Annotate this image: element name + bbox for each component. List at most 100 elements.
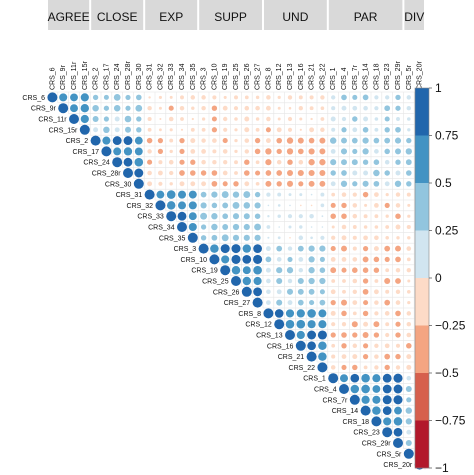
color-legend: 1 0.75 0.5 0.25 0 −0.25 −0.5 −0.75 −1 — [414, 81, 466, 475]
corr-circle-CRS_28r-CRS_1 — [330, 170, 336, 176]
corr-circle-CRS_14-CRS_14 — [360, 405, 371, 416]
corr-circle-CRS_10-CRS_14 — [362, 256, 369, 263]
corr-circle-CRS_17-CRS_19 — [222, 149, 228, 154]
row-label-CRS_14: CRS_14 — [332, 408, 359, 415]
corr-circle-CRS_26-CRS_8 — [266, 289, 271, 295]
corr-circle-CRS_8-CRS_12 — [274, 309, 284, 318]
corr-circle-CRS_29r-CRS_29r — [393, 438, 403, 448]
corr-circle-CRS_3-CRS_4 — [341, 245, 347, 252]
corr-circle-CRS_14-CRS_5r — [405, 407, 412, 414]
corr-circle-CRS_17-CRS_7r — [352, 148, 358, 154]
row-label-CRS_27: CRS_27 — [224, 300, 251, 307]
corr-circle-CRS_35-CRS_27 — [254, 234, 261, 241]
corr-circle-CRS_34-CRS_16 — [299, 225, 303, 229]
corr-circle-CRS_32-CRS_19 — [222, 202, 229, 209]
corr-circle-CRS_33-CRS_27 — [254, 213, 261, 219]
corr-circle-CRS_30-CRS_29r — [394, 180, 402, 187]
corr-circle-CRS_13-CRS_7r — [352, 332, 358, 338]
corr-circle-CRS_2-CRS_1 — [330, 137, 337, 144]
corr-circle-CRS_15r-CRS_17 — [103, 126, 110, 134]
corr-circle-CRS_11r-CRS_31 — [147, 116, 152, 122]
correlation-circles — [47, 92, 425, 470]
corr-circle-CRS_17-CRS_12 — [276, 148, 282, 155]
corr-circle-CRS_31-CRS_34 — [177, 190, 187, 199]
corr-circle-CRS_31-CRS_7r — [352, 192, 357, 197]
corr-circle-CRS_13-CRS_4 — [341, 332, 347, 338]
corr-circle-CRS_10-CRS_13 — [287, 256, 293, 262]
corr-circle-CRS_18-CRS_5r — [405, 418, 412, 425]
corr-circle-CRS_26-CRS_13 — [286, 288, 294, 295]
corr-circle-CRS_15r-CRS_12 — [276, 127, 282, 133]
corr-circle-CRS_33-CRS_3 — [200, 212, 208, 220]
corr-circle-CRS_9r-CRS_35 — [191, 106, 195, 110]
corr-circle-CRS_16-CRS_18 — [374, 343, 379, 348]
corr-circle-CRS_27-CRS_21 — [309, 300, 315, 306]
corr-circle-CRS_22-CRS_14 — [363, 365, 368, 370]
corr-circle-CRS_34-CRS_10 — [211, 223, 218, 231]
corr-circle-CRS_17-CRS_26 — [244, 149, 250, 154]
corr-circle-CRS_11r-CRS_4 — [341, 116, 347, 122]
corr-circle-CRS_24-CRS_7r — [351, 159, 358, 166]
corr-circle-CRS_10-CRS_10 — [209, 254, 220, 265]
col-label-CRS_17: CRS_17 — [103, 63, 110, 90]
legend-tick-label: −1 — [435, 461, 449, 475]
corr-circle-CRS_9r-CRS_16 — [298, 106, 303, 111]
col-label-CRS_12: CRS_12 — [276, 63, 283, 90]
col-label-CRS_35: CRS_35 — [190, 63, 197, 90]
corr-circle-CRS_34-CRS_13 — [288, 225, 292, 229]
corr-circle-CRS_15r-CRS_28r — [125, 126, 131, 133]
corr-circle-CRS_28r-CRS_26 — [243, 170, 250, 176]
corr-circle-CRS_22-CRS_18 — [374, 365, 379, 370]
corr-circle-CRS_2-CRS_31 — [146, 137, 153, 144]
corr-circle-CRS_35-CRS_12 — [277, 236, 281, 240]
corr-circle-CRS_33-CRS_19 — [222, 213, 229, 220]
corr-circle-CRS_10-CRS_29r — [395, 256, 401, 263]
corr-circle-CRS_22-CRS_7r — [352, 364, 358, 371]
corr-circle-CRS_12-CRS_18 — [373, 321, 380, 328]
corr-circle-CRS_18-CRS_18 — [371, 416, 382, 427]
corr-circle-CRS_12-CRS_12 — [274, 319, 285, 330]
corr-circle-CRS_34-CRS_27 — [254, 223, 262, 231]
corr-circle-CRS_24-CRS_32 — [158, 160, 163, 165]
row-label-CRS_32: CRS_32 — [127, 203, 154, 210]
corr-circle-CRS_6-CRS_7r — [352, 94, 358, 100]
corr-circle-CRS_31-CRS_23 — [385, 193, 389, 197]
corr-circle-CRS_3-CRS_18 — [373, 246, 379, 252]
corr-circle-CRS_27-CRS_13 — [287, 300, 293, 306]
row-label-CRS_16: CRS_16 — [267, 343, 294, 350]
corr-circle-CRS_9r-CRS_9r — [58, 103, 69, 114]
corr-circle-CRS_1-CRS_23 — [382, 373, 392, 383]
corr-circle-CRS_12-CRS_21 — [307, 320, 316, 329]
corr-circle-CRS_22-CRS_4 — [341, 364, 347, 370]
corr-circle-CRS_11r-CRS_11r — [69, 114, 79, 124]
corr-circle-CRS_24-CRS_30 — [134, 157, 144, 167]
corr-circle-CRS_12-CRS_5r — [406, 321, 412, 327]
corr-circle-CRS_34-CRS_5r — [406, 224, 411, 230]
corr-circle-CRS_10-CRS_12 — [276, 257, 282, 262]
corr-circle-CRS_33-CRS_34 — [177, 211, 187, 221]
corr-circle-CRS_23-CRS_23 — [382, 427, 393, 438]
col-label-CRS_32: CRS_32 — [157, 63, 164, 90]
corr-circle-CRS_5r-CRS_5r — [403, 448, 414, 459]
corr-circle-CRS_11r-CRS_18 — [374, 117, 379, 121]
corr-circle-CRS_2-CRS_2 — [90, 135, 101, 146]
corr-circle-CRS_25-CRS_16 — [297, 277, 304, 285]
corr-circle-CRS_15r-CRS_32 — [158, 128, 162, 132]
corr-circle-CRS_9r-CRS_28r — [125, 105, 131, 111]
legend-tick-label: −0.75 — [435, 414, 466, 428]
group-label-und: UND — [282, 10, 308, 24]
corr-circle-CRS_35-CRS_18 — [374, 235, 379, 241]
corr-circle-CRS_3-CRS_19 — [220, 244, 230, 254]
corr-circle-CRS_35-CRS_19 — [221, 234, 229, 242]
corr-circle-CRS_1-CRS_14 — [361, 373, 370, 383]
corr-circle-CRS_33-CRS_14 — [363, 214, 368, 219]
corr-circle-CRS_19-CRS_7r — [352, 267, 358, 273]
corr-circle-CRS_10-CRS_27 — [253, 254, 263, 264]
corr-circle-CRS_35-CRS_1 — [331, 235, 336, 240]
corr-circle-CRS_21-CRS_4 — [341, 354, 347, 359]
corr-circle-CRS_16-CRS_5r — [406, 343, 412, 349]
corr-circle-CRS_17-CRS_24 — [113, 147, 122, 156]
corr-circle-CRS_32-CRS_5r — [407, 203, 411, 207]
corr-circle-CRS_12-CRS_13 — [285, 319, 295, 329]
col-label-CRS_18: CRS_18 — [373, 63, 380, 90]
